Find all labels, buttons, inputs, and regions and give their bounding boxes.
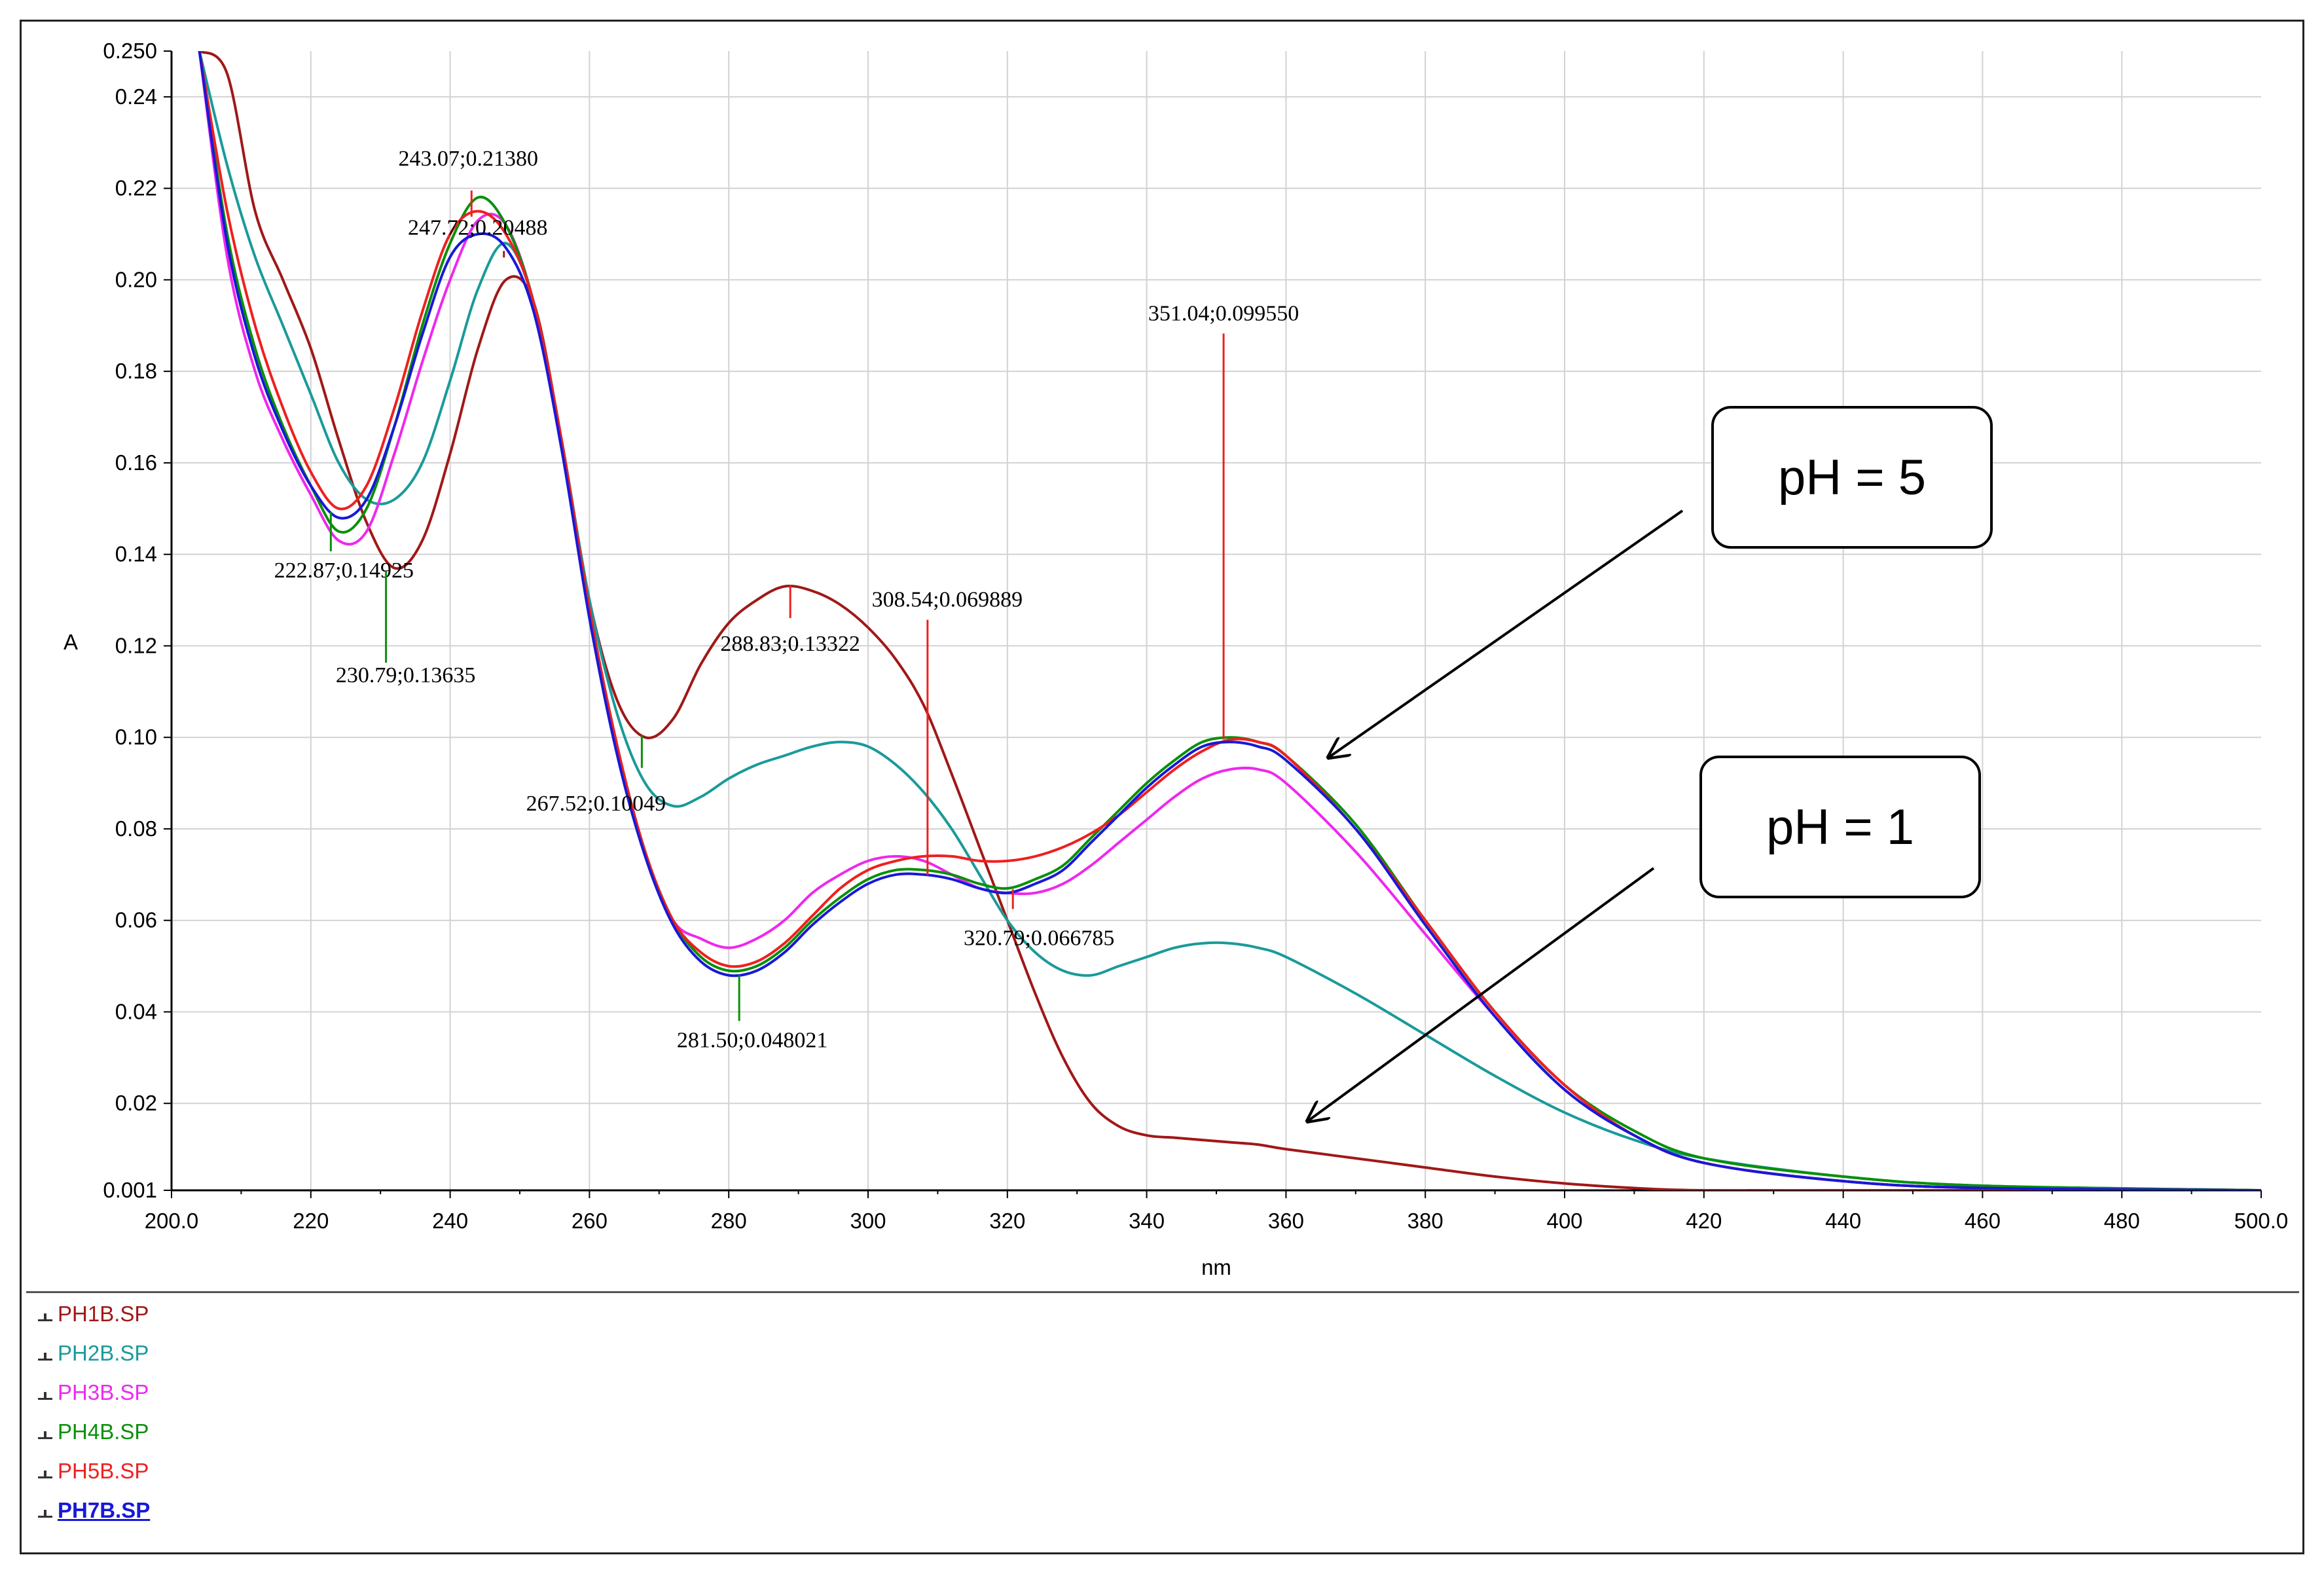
x-tick-label: 340 (1129, 1209, 1165, 1233)
y-axis-label: A (64, 630, 78, 654)
y-tick-label: 0.10 (115, 725, 157, 749)
peak-annotation: 247.72;0.20488 (408, 215, 547, 240)
x-tick-label: 420 (1686, 1209, 1722, 1233)
x-tick-label: 320 (989, 1209, 1025, 1233)
peak-annotation: 320.79;0.066785 (964, 926, 1114, 950)
spectrum-file-icon (37, 1345, 54, 1362)
series-line-ph5b-sp (198, 51, 2261, 1190)
spectrum-file-icon (37, 1502, 54, 1519)
peak-annotations: 243.07;0.21380 247.72;0.20488 351.04;0.099… (274, 147, 1299, 1052)
peak-annotation: 222.87;0.14925 (274, 558, 414, 583)
callouts: pH = 5 pH = 1 (1307, 406, 1993, 1122)
legend-item-ph1b-sp[interactable]: PH1B.SP (37, 1296, 149, 1332)
x-tick-label: 480 (2104, 1209, 2140, 1233)
x-tick-label: 400 (1546, 1209, 1582, 1233)
x-tick-label: 260 (572, 1209, 608, 1233)
x-tick-label: 240 (432, 1209, 468, 1233)
legend-item-ph2b-sp[interactable]: PH2B.SP (37, 1335, 149, 1372)
spectrum-file-icon (37, 1423, 54, 1440)
x-tick-label: 460 (1965, 1209, 2001, 1233)
series-lines (198, 51, 2261, 1190)
callout-box (1699, 756, 1981, 898)
legend-item-ph4b-sp[interactable]: PH4B.SP (37, 1414, 149, 1450)
legend-item-ph7b-sp[interactable]: PH7B.SP (37, 1492, 150, 1529)
callout-arrow (1307, 867, 1655, 1122)
y-tick-label: 0.22 (115, 176, 157, 200)
peak-annotation: 243.07;0.21380 (399, 147, 538, 171)
legend-item-ph3b-sp[interactable]: PH3B.SP (37, 1374, 149, 1411)
grid (172, 51, 2261, 1190)
y-tick-label: 0.04 (115, 999, 157, 1023)
peak-annotation: 230.79;0.13635 (336, 663, 475, 687)
series-line-ph1b-sp (198, 51, 2261, 1190)
y-tick-label: 0.001 (103, 1178, 157, 1202)
y-tick-label: 0.14 (115, 542, 157, 566)
legend-label: PH7B.SP (58, 1498, 151, 1522)
plot-area (172, 51, 2261, 1190)
y-tick-label: 0.12 (115, 633, 157, 657)
legend-panel: PH1B.SP PH2B.SP PH3B.SP PH4B.SP PH5B.SP PH7B.… (26, 1291, 2299, 1550)
y-tick-label: 0.16 (115, 450, 157, 475)
spectrum-file-icon (37, 1384, 54, 1401)
x-tick-label: 280 (711, 1209, 747, 1233)
x-tick-label: 200.0 (145, 1209, 199, 1233)
spectrum-chart: 200.0 220 240 260 280 300 320 340 360 380 400 420 44… (64, 39, 2289, 1279)
x-tick-label: 220 (293, 1209, 329, 1233)
peak-annotation: 281.50;0.048021 (677, 1028, 827, 1052)
x-tick-label: 440 (1825, 1209, 1861, 1233)
legend-label: PH5B.SP (58, 1459, 149, 1483)
y-tick-label: 0.20 (115, 267, 157, 291)
spectrum-file-icon (37, 1463, 54, 1480)
legend-item-ph5b-sp[interactable]: PH5B.SP (37, 1453, 149, 1490)
peak-annotation: 351.04;0.099550 (1148, 301, 1299, 325)
y-tick-label: 0.24 (115, 84, 157, 109)
legend-label: PH3B.SP (58, 1380, 149, 1404)
legend-label: PH1B.SP (58, 1302, 149, 1326)
legend-label: PH4B.SP (58, 1419, 149, 1444)
callout-label: pH = 5 (1778, 450, 1926, 505)
x-tick-label: 360 (1268, 1209, 1304, 1233)
legend-label: PH2B.SP (58, 1341, 149, 1365)
y-tick-label: 0.02 (115, 1091, 157, 1115)
peak-annotation: 308.54;0.069889 (872, 588, 1023, 612)
callout-label: pH = 1 (1766, 799, 1914, 855)
x-tick-label: 300 (850, 1209, 886, 1233)
spectrum-file-icon (37, 1306, 54, 1323)
series-line-ph2b-sp (198, 51, 2261, 1190)
callout-arrow (1328, 509, 1684, 758)
x-tick-label: 380 (1407, 1209, 1443, 1233)
y-tick-label: 0.08 (115, 816, 157, 841)
x-tick-label: 500.0 (2234, 1209, 2289, 1233)
y-tick-label: 0.250 (103, 39, 157, 63)
peak-annotation: 288.83;0.13322 (720, 632, 860, 656)
callout-box (1711, 406, 1993, 549)
peak-annotation: 267.52;0.10049 (526, 792, 666, 816)
series-line-ph7b-sp (198, 51, 2261, 1190)
x-axis-label: nm (1201, 1255, 1231, 1279)
y-tick-label: 0.18 (115, 359, 157, 383)
y-tick-label: 0.06 (115, 908, 157, 932)
